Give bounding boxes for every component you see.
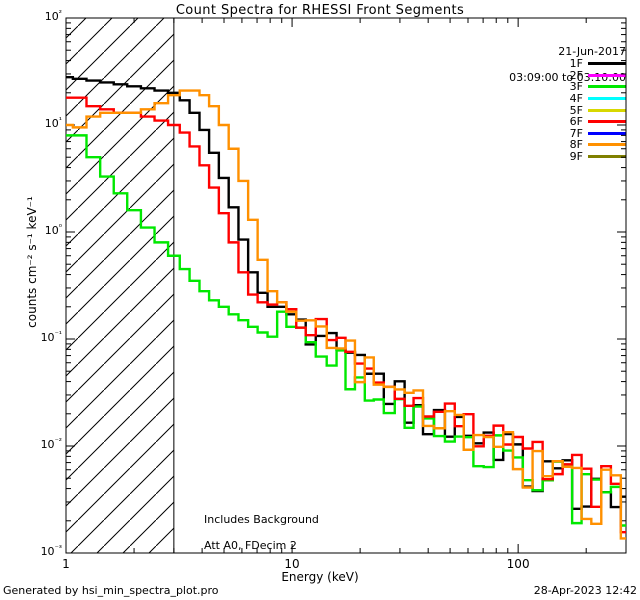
page-title: Count Spectra for RHESSI Front Segments <box>175 3 465 18</box>
x-tick-label: 1 <box>62 557 70 571</box>
legend: 1F 2F 3F 4F 5F 6F 7F 8F 9F <box>530 57 626 164</box>
plot-frame <box>65 17 627 554</box>
legend-color-swatch <box>588 85 626 89</box>
y-tick-label: 10⁻² <box>40 436 62 451</box>
legend-item-9f: 9F <box>530 150 626 164</box>
legend-label: 2F <box>569 68 583 82</box>
legend-color-swatch <box>588 143 626 147</box>
legend-label: 7F <box>569 126 583 140</box>
x-axis-label: Energy (keV) <box>281 570 359 584</box>
legend-label: 8F <box>569 138 583 152</box>
annotation-line-2: Att A0, FDecim 2 <box>204 539 297 552</box>
footer-timestamp: 28-Apr-2023 12:42 <box>533 584 637 597</box>
legend-label: 4F <box>569 92 583 106</box>
legend-item-1f: 1F <box>530 57 626 71</box>
legend-label: 6F <box>569 115 583 129</box>
legend-label: 5F <box>569 103 583 117</box>
legend-item-7f: 7F <box>530 126 626 140</box>
legend-color-swatch <box>588 62 626 66</box>
legend-item-6f: 6F <box>530 115 626 129</box>
legend-color-swatch <box>588 73 626 77</box>
series-layer <box>66 75 626 540</box>
legend-color-swatch <box>588 131 626 135</box>
x-tick-label: 100 <box>506 557 530 571</box>
series-line-8f <box>66 89 626 540</box>
legend-item-5f: 5F <box>530 103 626 117</box>
legend-color-swatch <box>588 120 626 124</box>
plot-annotation: Includes Background Att A0, FDecim 2 <box>190 500 319 565</box>
y-tick-label: 10⁻¹ <box>40 329 62 344</box>
legend-color-swatch <box>588 155 626 159</box>
observation-date: 21-Jun-2017 <box>558 45 626 58</box>
legend-label: 9F <box>569 150 583 164</box>
legend-item-8f: 8F <box>530 138 626 152</box>
y-tick-label: 10² <box>44 8 62 23</box>
legend-item-4f: 4F <box>530 92 626 106</box>
y-tick-label: 10¹ <box>44 115 62 130</box>
excluded-energy-hatch-region <box>66 18 174 553</box>
x-tick-label: 10 <box>284 557 300 571</box>
legend-label: 3F <box>569 80 583 94</box>
legend-item-2f: 2F <box>530 68 626 82</box>
legend-item-3f: 3F <box>530 80 626 94</box>
annotation-line-1: Includes Background <box>204 513 319 526</box>
legend-label: 1F <box>569 57 583 71</box>
legend-color-swatch <box>588 97 626 101</box>
y-tick-label: 10⁰ <box>44 222 62 237</box>
footer-generator: Generated by hsi_min_spectra_plot.pro <box>3 584 219 597</box>
y-tick-label: 10⁻³ <box>40 543 62 558</box>
legend-color-swatch <box>588 108 626 112</box>
